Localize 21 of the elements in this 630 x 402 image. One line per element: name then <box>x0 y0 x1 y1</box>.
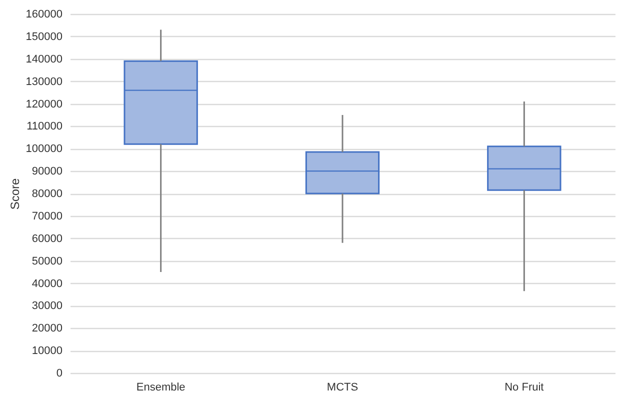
y-tick-label: 140000 <box>26 53 62 66</box>
y-tick-label: 130000 <box>26 76 62 88</box>
x-tick-label: No Fruit <box>504 382 544 394</box>
y-tick-label: 80000 <box>32 188 62 200</box>
y-tick-label: 30000 <box>32 300 62 312</box>
y-tick-label: 160000 <box>26 8 62 20</box>
y-tick-label: 20000 <box>32 322 62 335</box>
y-tick-label: 60000 <box>32 232 62 245</box>
y-tick-label: 10000 <box>32 345 62 358</box>
y-tick-label: 150000 <box>26 30 62 43</box>
x-tick-label: MCTS <box>326 382 358 394</box>
y-tick-label: 120000 <box>26 98 62 110</box>
y-tick-label: 100000 <box>26 143 62 156</box>
y-tick-label: 90000 <box>32 166 62 178</box>
x-tick-label: Ensemble <box>136 382 186 394</box>
y-tick-label: 50000 <box>32 255 62 268</box>
y-tick-label: 0 <box>56 368 62 380</box>
y-tick-label: 40000 <box>32 278 62 290</box>
y-tick-label: 70000 <box>32 210 62 222</box>
y-tick-label: 110000 <box>26 120 62 133</box>
y-axis-title: Score <box>8 178 22 210</box>
